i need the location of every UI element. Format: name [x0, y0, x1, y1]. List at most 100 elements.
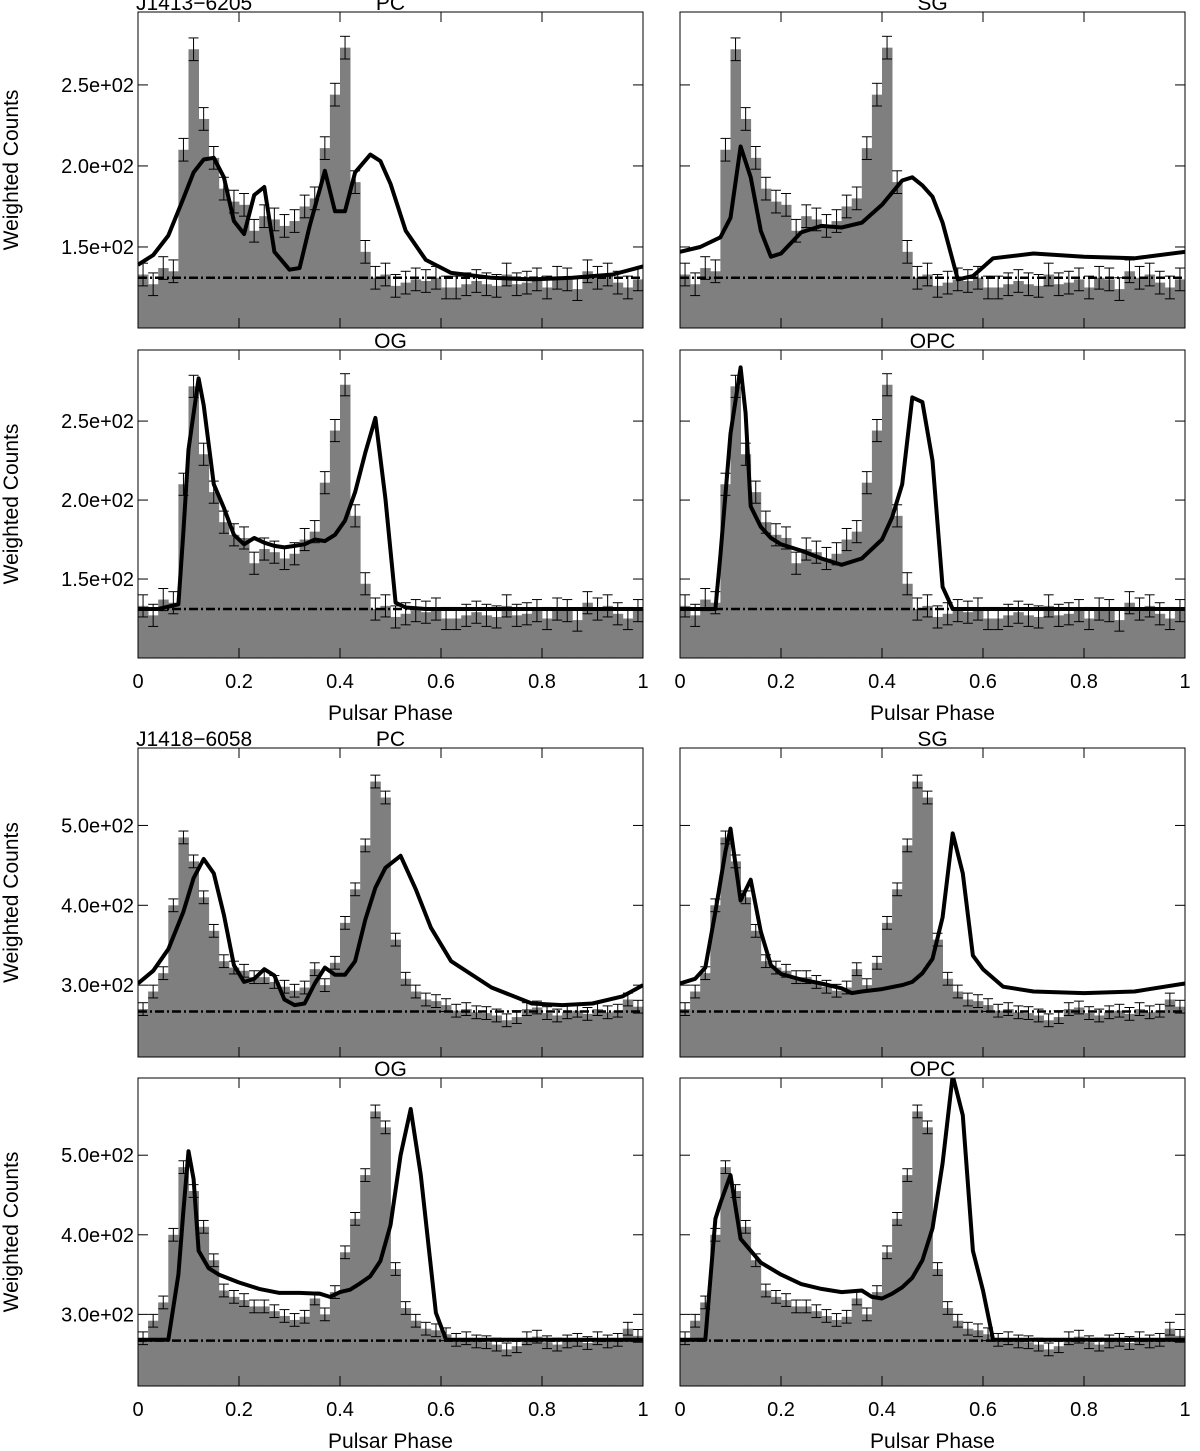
- histogram-bar: [993, 1010, 1004, 1057]
- histogram-bar: [750, 1260, 762, 1386]
- x-tick-label: 0.8: [528, 671, 556, 693]
- histogram-bar: [572, 1339, 583, 1386]
- histogram-bar: [841, 539, 853, 658]
- histogram-bar: [501, 274, 513, 328]
- histogram-bar: [622, 618, 634, 658]
- histogram-bar: [430, 609, 442, 658]
- histogram-bar: [279, 1315, 290, 1386]
- histogram-bar: [451, 1010, 462, 1057]
- panel-title: OPC: [910, 330, 956, 353]
- histogram-bar: [370, 609, 381, 658]
- x-tick-label: 1: [637, 671, 648, 693]
- histogram-bar: [390, 1269, 401, 1386]
- histogram-bar: [612, 282, 624, 328]
- histogram-bar: [720, 1167, 731, 1386]
- panel-title: SG: [917, 0, 947, 15]
- histogram-bar: [962, 281, 974, 328]
- plot-frame: [137, 1077, 644, 1387]
- histogram-bar: [942, 1308, 954, 1386]
- histogram-bar: [1063, 282, 1075, 328]
- histogram-bar: [1094, 1015, 1105, 1057]
- histogram-bar: [249, 977, 260, 1057]
- histogram-bar: [1174, 1006, 1185, 1057]
- histogram-bar: [1134, 1338, 1145, 1386]
- histogram-bar: [851, 1298, 863, 1386]
- histogram-bar: [531, 1007, 543, 1057]
- x-tick-label: 0.2: [225, 671, 253, 693]
- histogram-bar: [259, 977, 270, 1057]
- histogram-bar: [1003, 284, 1014, 328]
- histogram-bar: [622, 999, 634, 1057]
- histogram-bar: [168, 602, 179, 658]
- histogram-bar: [360, 845, 371, 1057]
- x-tick-label: 0.8: [1070, 671, 1098, 693]
- model-light-curve: [138, 376, 643, 611]
- panel-title: OG: [374, 330, 407, 353]
- histogram-bar: [972, 609, 984, 658]
- histogram-bar: [572, 620, 583, 658]
- histogram-bar: [882, 384, 893, 658]
- histogram-bar: [1023, 1013, 1034, 1057]
- x-tick-label: 0.4: [326, 1399, 354, 1421]
- histogram-bar: [983, 287, 994, 328]
- histogram-bar: [882, 47, 893, 328]
- histogram-bar: [350, 1218, 361, 1386]
- histogram-bar: [962, 1328, 974, 1386]
- plot-frame: [679, 1077, 1186, 1387]
- histogram-bar: [942, 978, 954, 1057]
- histogram-bar: [228, 534, 240, 658]
- histogram-bar: [811, 981, 822, 1057]
- histogram-bar: [801, 549, 812, 658]
- model-light-curve: [680, 144, 1185, 282]
- histogram-bar: [198, 118, 210, 328]
- histogram-bar: [791, 1306, 802, 1386]
- histogram-bar: [380, 1127, 391, 1386]
- histogram-bar: [680, 1338, 691, 1386]
- y-axis-label: Weighted Counts: [0, 822, 23, 983]
- x-tick-label: 0: [674, 671, 685, 693]
- histogram-bar: [279, 225, 290, 328]
- histogram-bar: [380, 797, 391, 1057]
- histogram-bar: [1043, 605, 1055, 658]
- histogram-bar: [552, 277, 563, 328]
- histogram-bar: [218, 188, 230, 328]
- histogram-bar: [932, 1269, 943, 1386]
- histogram-bar: [1154, 1010, 1166, 1057]
- histogram-bar: [208, 930, 220, 1057]
- histogram-bar: [680, 274, 691, 328]
- histogram-bar: [289, 1319, 300, 1386]
- histogram-bar: [1084, 1013, 1095, 1057]
- histogram-bar: [168, 271, 179, 328]
- histogram-bar: [962, 612, 974, 658]
- y-tick-label: 3.0e+02: [61, 1304, 134, 1326]
- histogram-bar: [592, 609, 603, 658]
- histogram-bar: [299, 206, 311, 328]
- histogram-bar: [178, 484, 189, 658]
- histogram-bar: [700, 1302, 711, 1386]
- histogram-bar: [851, 969, 863, 1057]
- histogram-bar: [760, 961, 772, 1057]
- histogram-bar: [239, 204, 250, 328]
- panel-title: PC: [376, 728, 405, 751]
- histogram-bar: [1154, 282, 1166, 328]
- histogram-bar: [158, 973, 169, 1057]
- panel-1-opc: 0 0.2 0.4 0.6 0.8 1 OPC Pulsar Phase: [674, 1058, 1190, 1451]
- histogram-bar: [972, 1330, 984, 1386]
- histogram-bar: [892, 182, 903, 328]
- histogram-bar: [420, 281, 432, 328]
- histogram-bar: [892, 889, 903, 1057]
- histogram-bar: [138, 1338, 149, 1386]
- histogram-bar: [380, 605, 391, 658]
- histogram-bar: [710, 1234, 721, 1386]
- histogram-bar: [1134, 1009, 1145, 1057]
- histogram-bar: [471, 1012, 482, 1057]
- histogram-bar: [952, 610, 964, 658]
- histogram-bar: [188, 861, 199, 1057]
- histogram-bar: [218, 1290, 230, 1386]
- histogram-bar: [1154, 1339, 1166, 1386]
- histogram-bar: [882, 1252, 893, 1386]
- x-axis-label: Pulsar Phase: [870, 1430, 995, 1451]
- y-tick-label: 2.0e+02: [61, 156, 134, 178]
- histogram-bar: [309, 1298, 321, 1386]
- histogram-bar: [1104, 1012, 1115, 1057]
